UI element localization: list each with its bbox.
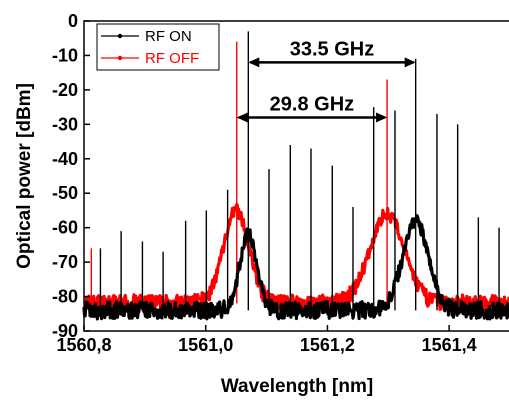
x-tick-label: 1561,2 <box>300 335 355 355</box>
y-axis: 0 -10 -20 -30 -40 -50 -60 -70 -80 -90 <box>52 11 90 341</box>
y-tick-label: -60 <box>52 218 78 238</box>
x-axis: 1560,8 1561,0 1561,2 1561,4 <box>56 325 477 355</box>
legend-marker-rf-on <box>117 33 123 39</box>
legend-label-rf-on: RF ON <box>145 28 192 45</box>
series-rf-on <box>82 31 509 321</box>
y-tick-label: -40 <box>52 149 78 169</box>
series-noise-rf-off <box>82 202 509 314</box>
annotation-label: 33.5 GHz <box>290 38 374 60</box>
legend-marker-rf-off <box>117 55 123 61</box>
y-tick-label: -50 <box>52 183 78 203</box>
series-rf-off <box>82 41 509 314</box>
series-layer <box>82 31 509 321</box>
annotation-arrowhead <box>248 57 260 68</box>
y-tick-label: 0 <box>68 11 78 31</box>
y-tick-label: -70 <box>52 252 78 272</box>
legend-box <box>96 23 220 71</box>
y-tick-label: -90 <box>52 321 78 341</box>
y-axis-title: Optical power [dBm] <box>14 83 35 269</box>
annotation-label: 29.8 GHz <box>270 93 354 115</box>
legend: RF ON RF OFF <box>96 23 220 71</box>
annotation-arrowhead <box>376 112 388 123</box>
annotation-arrowhead <box>236 112 248 123</box>
y-tick-label: -10 <box>52 45 78 65</box>
y-tick-label: -30 <box>52 114 78 134</box>
annotation-arrowhead <box>404 57 416 68</box>
x-tick-label: 1560,8 <box>56 335 111 355</box>
y-tick-label: -20 <box>52 80 78 100</box>
annotation-layer: 33.5 GHz 29.8 GHz <box>236 38 416 123</box>
series-noise-rf-on <box>82 214 509 321</box>
x-tick-label: 1561,4 <box>422 335 477 355</box>
plot-frame <box>83 20 509 332</box>
plot-area: 33.5 GHz 29.8 GHz <box>82 20 509 332</box>
legend-label-rf-off: RF OFF <box>145 50 199 67</box>
x-tick-label: 1561,0 <box>178 335 233 355</box>
y-tick-label: -80 <box>52 287 78 307</box>
x-axis-title: Wavelength [nm] <box>221 376 373 397</box>
